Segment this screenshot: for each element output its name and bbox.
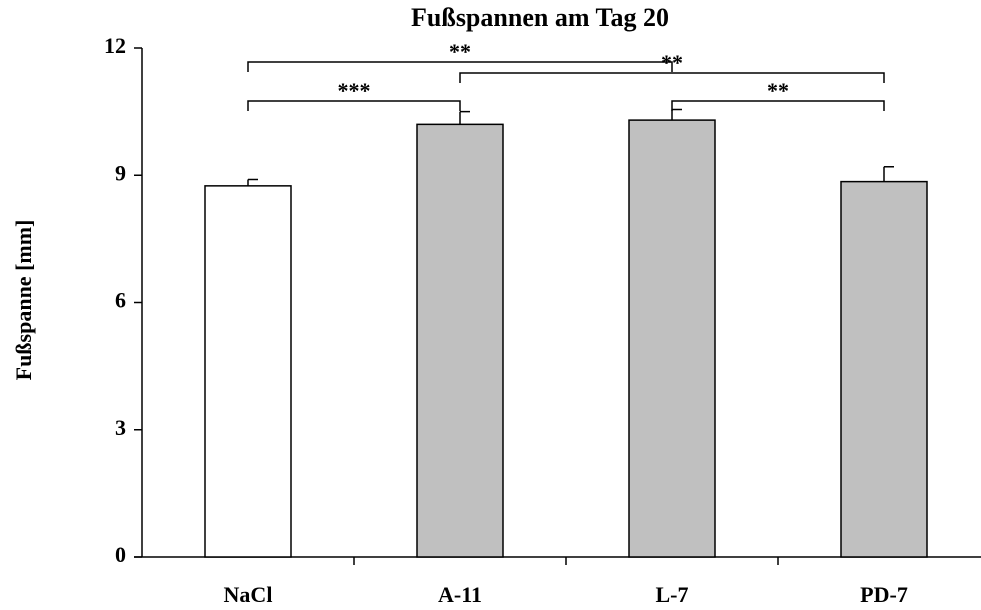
significance-label: *** <box>338 78 371 103</box>
significance-label: ** <box>767 78 789 103</box>
significance-label: ** <box>449 39 471 64</box>
bar <box>840 180 928 558</box>
significance-bracket <box>247 61 673 72</box>
y-axis-label: Fußspanne [mm] <box>11 220 36 381</box>
significance-bracket <box>247 100 461 111</box>
y-tick-label: 0 <box>115 542 126 567</box>
significance-bracket <box>459 72 885 83</box>
x-tick-label: L-7 <box>656 582 689 607</box>
y-tick-label: 6 <box>115 288 126 313</box>
y-tick-label: 3 <box>115 415 126 440</box>
bar <box>628 119 716 558</box>
significance-bracket <box>671 100 885 111</box>
x-tick-label: A-11 <box>438 582 482 607</box>
bar <box>204 185 292 558</box>
y-tick-label: 12 <box>104 33 126 58</box>
chart-title: Fußspannen am Tag 20 <box>411 3 669 32</box>
x-tick-label: PD-7 <box>860 582 908 607</box>
y-tick-label: 9 <box>115 160 126 185</box>
significance-label: ** <box>661 50 683 75</box>
x-tick-label: NaCl <box>224 582 273 607</box>
bar <box>416 123 504 558</box>
